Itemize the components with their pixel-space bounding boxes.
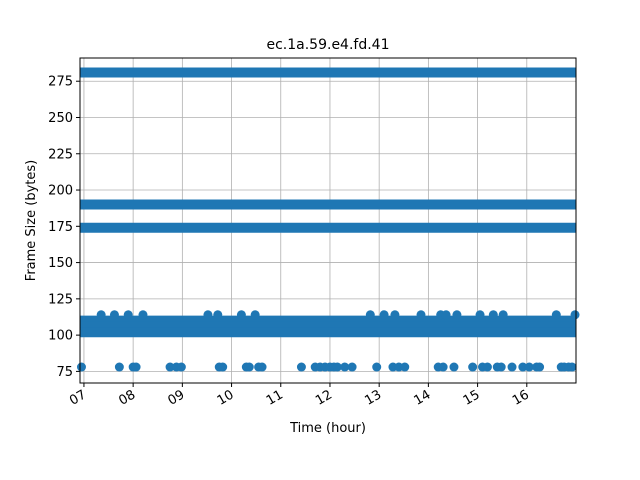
data-point xyxy=(488,310,498,320)
data-point xyxy=(203,310,213,320)
data-point xyxy=(379,310,389,320)
data-point xyxy=(347,362,357,372)
x-axis-label: Time (hour) xyxy=(289,421,366,436)
x-tick-label: 16 xyxy=(510,387,532,408)
data-point xyxy=(507,362,517,372)
x-tick-label: 11 xyxy=(264,387,286,408)
x-axis-ticks: 07 08 09 10 11 12 13 14 15 16 xyxy=(67,383,532,409)
data-point xyxy=(524,362,534,372)
data-point xyxy=(332,362,342,372)
y-tick-label: 100 xyxy=(48,329,73,344)
data-point xyxy=(257,362,267,372)
data-point xyxy=(96,310,106,320)
data-point xyxy=(296,362,306,372)
data-point xyxy=(165,362,175,372)
data-points xyxy=(76,310,580,372)
x-tick-label: 07 xyxy=(67,387,89,408)
data-point xyxy=(482,362,492,372)
data-point xyxy=(535,362,545,372)
data-point xyxy=(131,362,141,372)
data-point xyxy=(250,310,260,320)
data-point xyxy=(567,362,577,372)
data-point xyxy=(518,362,528,372)
data-point xyxy=(372,362,382,372)
data-point xyxy=(468,362,478,372)
data-point xyxy=(218,362,228,372)
data-point xyxy=(496,362,506,372)
data-point xyxy=(236,310,246,320)
data-point xyxy=(570,310,580,320)
plot-frame xyxy=(79,57,577,384)
y-tick-label: 200 xyxy=(48,184,73,199)
data-point xyxy=(365,310,375,320)
data-point xyxy=(340,362,350,372)
data-point xyxy=(498,310,508,320)
data-point xyxy=(123,310,133,320)
y-axis-label: Frame Size (bytes) xyxy=(24,160,39,281)
x-tick-label: 13 xyxy=(362,387,384,408)
x-tick-label: 15 xyxy=(461,387,483,408)
x-tick-label: 12 xyxy=(313,387,335,408)
y-tick-label: 175 xyxy=(48,220,73,235)
data-point xyxy=(109,310,119,320)
data-point xyxy=(452,310,462,320)
data-point xyxy=(114,362,124,372)
y-tick-label: 225 xyxy=(48,147,73,162)
data-point xyxy=(176,362,186,372)
data-point xyxy=(449,362,459,372)
y-tick-label: 150 xyxy=(48,256,73,271)
data-point xyxy=(438,362,448,372)
data-point xyxy=(416,310,426,320)
data-bands xyxy=(80,67,576,338)
x-tick-label: 08 xyxy=(116,387,138,408)
data-point xyxy=(400,362,410,372)
data-point xyxy=(441,310,451,320)
data-point xyxy=(138,310,148,320)
data-point xyxy=(390,310,400,320)
chart-title: ec.1a.59.e4.fd.41 xyxy=(266,37,389,53)
y-tick-label: 125 xyxy=(48,292,73,307)
x-tick-label: 14 xyxy=(412,387,434,408)
data-point xyxy=(475,310,485,320)
x-tick-label: 09 xyxy=(166,387,188,408)
data-point xyxy=(213,310,223,320)
y-tick-label: 250 xyxy=(48,111,73,126)
y-tick-label: 75 xyxy=(56,365,73,380)
y-axis-ticks: 75 100 125 150 175 200 225 250 275 xyxy=(48,75,80,380)
data-point xyxy=(244,362,254,372)
data-point xyxy=(551,310,561,320)
data-point xyxy=(76,362,86,372)
y-tick-label: 275 xyxy=(48,75,73,90)
x-tick-label: 10 xyxy=(215,387,237,408)
